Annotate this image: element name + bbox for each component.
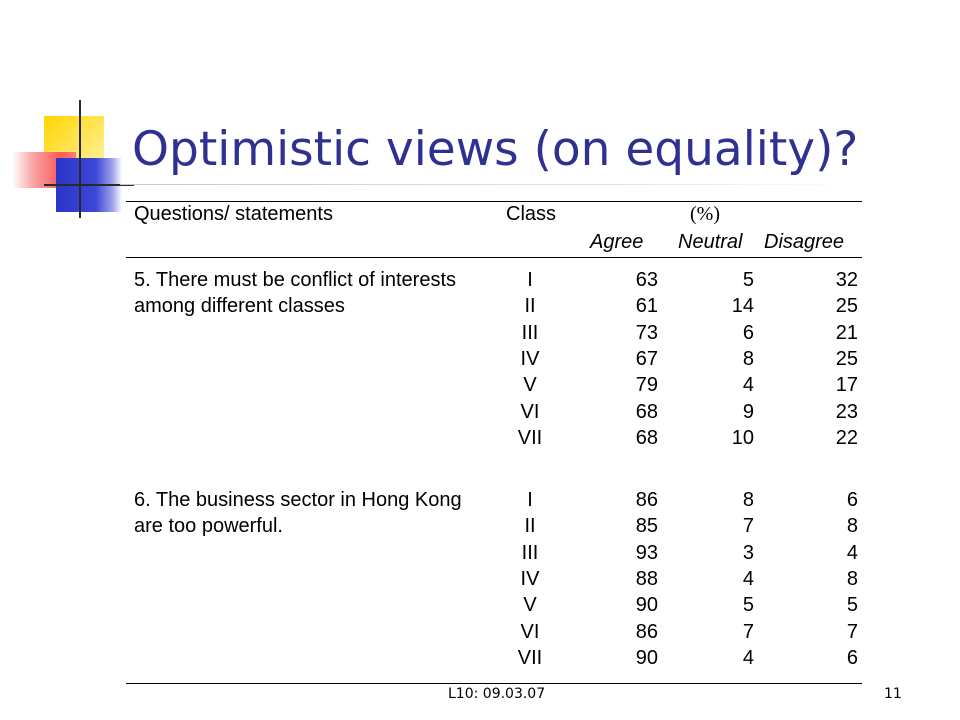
- footer-date: L10: 09.03.07: [448, 686, 546, 702]
- neutral-cell: 3: [742, 541, 754, 564]
- agree-cell: 68: [635, 426, 658, 449]
- question-text-line: among different classes: [134, 295, 345, 318]
- header-percent: (%): [690, 203, 720, 225]
- class-cell: I: [527, 269, 533, 291]
- header-disagree: Disagree: [764, 231, 845, 253]
- disagree-cell: 4: [846, 541, 858, 564]
- disagree-cell: 25: [835, 347, 858, 370]
- disagree-cell: 17: [835, 374, 858, 397]
- page-number: 11: [884, 686, 902, 702]
- decorative-horizontal-line: [44, 184, 134, 186]
- neutral-cell: 4: [742, 646, 754, 669]
- agree-cell: 63: [635, 269, 658, 291]
- agree-cell: 79: [635, 374, 658, 397]
- agree-cell: 85: [635, 515, 658, 538]
- class-cell: V: [523, 374, 537, 397]
- class-cell: III: [521, 541, 539, 564]
- question-text-line: 5. There must be conflict of interests: [134, 269, 457, 291]
- table-header-rule: [126, 257, 862, 258]
- class-cell: III: [521, 321, 539, 344]
- neutral-cell: 7: [742, 515, 754, 538]
- disagree-cell: 22: [835, 426, 858, 449]
- neutral-cell: 7: [742, 620, 754, 643]
- slide-footer: L10: 09.03.07 11: [0, 682, 960, 708]
- disagree-cell: 5: [846, 594, 858, 617]
- table-bottom-rule: [126, 683, 862, 684]
- header-questions: Questions/ statements: [134, 203, 333, 225]
- agree-cell: 67: [635, 347, 658, 370]
- slide-title: Optimistic views (on equality)?: [132, 122, 859, 177]
- agree-cell: 90: [635, 594, 658, 617]
- neutral-cell: 6: [742, 321, 754, 344]
- disagree-cell: 6: [846, 489, 858, 511]
- disagree-cell: 25: [835, 295, 858, 318]
- class-cell: I: [527, 489, 533, 511]
- class-cell: IV: [520, 567, 540, 590]
- agree-cell: 86: [635, 489, 658, 511]
- neutral-cell: 8: [742, 347, 754, 370]
- neutral-cell: 8: [742, 489, 754, 511]
- agree-cell: 68: [635, 400, 658, 423]
- agree-cell: 93: [635, 541, 658, 564]
- header-neutral: Neutral: [678, 231, 743, 253]
- header-class: Class: [506, 203, 557, 225]
- disagree-cell: 21: [835, 321, 858, 344]
- disagree-cell: 23: [835, 400, 858, 423]
- question-text-line: 6. The business sector in Hong Kong: [134, 489, 462, 511]
- header-agree: Agree: [590, 231, 644, 253]
- agree-cell: 90: [635, 646, 658, 669]
- neutral-cell: 4: [742, 567, 754, 590]
- neutral-cell: 9: [742, 400, 754, 423]
- neutral-cell: 10: [731, 426, 754, 449]
- disagree-cell: 7: [846, 620, 858, 643]
- class-cell: V: [523, 594, 537, 617]
- neutral-cell: 4: [742, 374, 754, 397]
- neutral-cell: 5: [742, 269, 754, 291]
- disagree-cell: 8: [846, 515, 858, 538]
- table-top-rule: [126, 201, 862, 202]
- agree-cell: 61: [635, 295, 658, 318]
- decorative-vertical-line: [79, 100, 81, 218]
- class-cell: VII: [517, 646, 543, 669]
- class-cell: II: [524, 295, 536, 318]
- neutral-cell: 5: [742, 594, 754, 617]
- title-underline: [120, 184, 860, 185]
- survey-table: Questions/ statements Class (%) Agree Ne…: [126, 199, 862, 684]
- question-text-line: are too powerful.: [134, 515, 283, 538]
- disagree-cell: 8: [846, 567, 858, 590]
- class-cell: IV: [520, 347, 540, 370]
- class-cell: VII: [517, 426, 543, 449]
- class-cell: VI: [520, 620, 540, 643]
- class-cell: II: [524, 515, 536, 538]
- disagree-cell: 32: [835, 269, 858, 291]
- disagree-cell: 6: [846, 646, 858, 669]
- agree-cell: 73: [635, 321, 658, 344]
- class-cell: VI: [520, 400, 540, 423]
- agree-cell: 86: [635, 620, 658, 643]
- agree-cell: 88: [635, 567, 658, 590]
- neutral-cell: 14: [731, 295, 754, 318]
